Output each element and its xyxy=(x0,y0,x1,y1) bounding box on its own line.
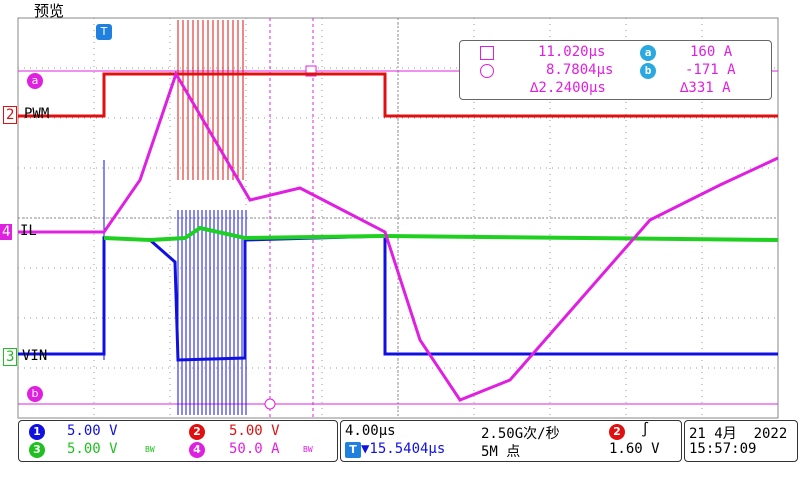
ch4-bw-limit: BW xyxy=(303,445,313,454)
trigger-level: 1.60 V xyxy=(609,441,660,457)
status-bar: 1 5.00 V 2 5.00 V 3 5.00 V BW 4 50.0 A B… xyxy=(18,420,798,478)
vin-ringing xyxy=(177,210,247,415)
ch2-number: 2 xyxy=(3,106,18,124)
record-length: 5M 点 xyxy=(481,444,521,460)
datetime-panel[interactable]: 21 4月 2022 15:57:09 xyxy=(684,420,798,462)
ch2-scale: 5.00 V xyxy=(229,423,280,439)
date-display: 21 4月 2022 xyxy=(689,426,788,442)
reference-b-marker[interactable]: b xyxy=(27,386,43,402)
square-cursor-icon xyxy=(480,46,494,60)
pwm-ringing xyxy=(177,20,244,180)
ch1-scale: 5.00 V xyxy=(67,423,118,439)
delta-time: ∆2.2400µs xyxy=(530,80,606,96)
channel-scale-panel[interactable]: 1 5.00 V 2 5.00 V 3 5.00 V BW 4 50.0 A B… xyxy=(18,420,338,462)
a-value: 160 A xyxy=(690,44,733,60)
vin-label: VIN xyxy=(22,348,48,364)
sample-rate: 2.50G次/秒 xyxy=(481,426,560,442)
ch4-scale: 50.0 A xyxy=(229,441,280,457)
b-value: -171 A xyxy=(685,62,736,78)
green-trace xyxy=(103,225,779,243)
waveform-traces xyxy=(18,20,779,415)
circle-cursor-handle[interactable] xyxy=(264,398,276,410)
ch2-level-marker[interactable]: 2 xyxy=(3,106,18,124)
cursor1-time: 11.020µs xyxy=(538,44,606,60)
time-display: 15:57:09 xyxy=(689,441,757,457)
window-title: 预览 xyxy=(34,2,65,20)
horizontal-panel[interactable]: 4.00µs 2.50G次/秒 T ▼15.5404µs 5M 点 2 ∫ 1.… xyxy=(340,420,682,462)
ch4-level-marker[interactable]: 4 xyxy=(0,224,13,240)
ch3-bw-limit: BW xyxy=(145,445,155,454)
ch2-badge: 2 xyxy=(189,424,205,440)
delta-value: ∆331 A xyxy=(680,80,731,96)
rising-edge-icon: ∫ xyxy=(641,422,650,438)
ch4-badge: 4 xyxy=(189,442,205,458)
ch1-badge: 1 xyxy=(29,424,45,440)
timebase: 4.00µs xyxy=(345,423,396,439)
a-badge: a xyxy=(640,45,656,61)
il-trace xyxy=(18,70,779,402)
square-cursor-handle[interactable] xyxy=(305,65,317,77)
reference-a-marker[interactable]: a xyxy=(27,73,43,89)
ch3-scale: 5.00 V xyxy=(67,441,118,457)
pwm-label: PWM xyxy=(24,106,50,122)
trigger-t-icon: T xyxy=(345,442,361,458)
trigger-position-marker[interactable]: T xyxy=(96,24,112,40)
ch3-badge: 3 xyxy=(29,442,45,458)
ch3-number: 3 xyxy=(3,348,18,366)
ch3-level-marker[interactable]: 3 xyxy=(3,348,18,366)
pwm-trace xyxy=(18,72,778,118)
trigger-source-badge: 2 xyxy=(609,424,625,440)
trigger-position: ▼15.5404µs xyxy=(361,441,446,457)
cursor-readout-panel: 11.020µs a 160 A 8.7804µs b -171 A ∆2.24… xyxy=(459,40,772,100)
il-label: IL xyxy=(20,223,37,239)
cursor2-time: 8.7804µs xyxy=(546,62,614,78)
b-badge: b xyxy=(640,63,656,79)
circle-cursor-icon xyxy=(480,64,494,78)
